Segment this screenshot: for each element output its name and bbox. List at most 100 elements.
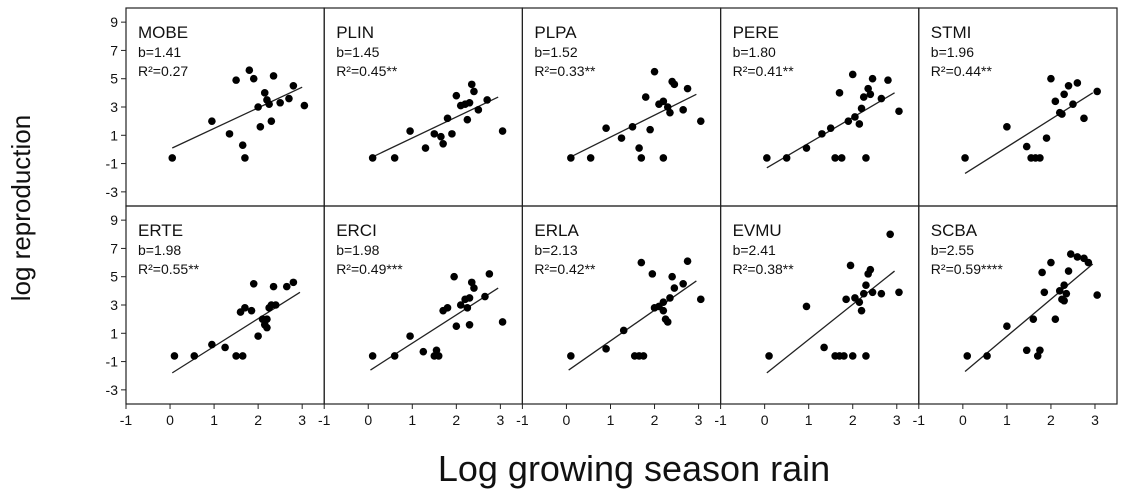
x-tick-label: 2 [1047, 412, 1055, 428]
data-point [668, 272, 676, 281]
data-point [831, 154, 839, 162]
data-point [463, 115, 472, 124]
x-tick-label: 1 [210, 412, 218, 428]
y-tick-label: -1 [106, 354, 119, 370]
data-point [855, 120, 864, 128]
data-point [826, 124, 835, 133]
data-point [820, 343, 828, 352]
data-point [254, 103, 262, 111]
data-point [877, 289, 886, 298]
data-point [406, 332, 414, 340]
data-point [859, 93, 868, 101]
panel-title: ERCI [336, 221, 377, 240]
data-point [208, 117, 216, 125]
data-point [368, 154, 377, 162]
data-point [659, 154, 668, 162]
data-point [1055, 287, 1064, 295]
y-tick-label: -1 [106, 156, 119, 172]
data-point [670, 284, 679, 292]
r2-label: R²=0.45** [336, 63, 398, 79]
panel-plpa: PLPA b=1.52 R²=0.33** [521, 7, 722, 207]
panel-plin: PLIN b=1.45 R²=0.45** [323, 7, 524, 207]
data-point [289, 278, 298, 287]
r2-label: R²=0.41** [733, 63, 795, 79]
data-point [208, 340, 216, 349]
panel-title: EVMU [733, 221, 782, 240]
data-point [437, 132, 445, 141]
x-axis-label: Log growing season rain [438, 448, 830, 489]
x-tick-label: 1 [1003, 412, 1011, 428]
data-point [848, 70, 857, 79]
x-tick-label: 3 [496, 412, 504, 428]
data-point [1003, 322, 1011, 331]
data-point [567, 352, 575, 360]
data-point [170, 352, 179, 360]
data-point [1093, 291, 1101, 299]
data-point [1029, 315, 1038, 323]
x-tick-label: 0 [959, 412, 967, 428]
data-point [247, 306, 256, 315]
x-tick-label: -1 [516, 412, 529, 428]
data-point [567, 154, 575, 162]
x-tick-label: 0 [166, 412, 174, 428]
panel-title: ERLA [534, 221, 579, 240]
y-tick-label: 7 [110, 42, 118, 58]
panel-erci: -1 0 1 2 3 ERCI b=1.98 R²=0.49*** [318, 205, 524, 428]
data-point [857, 306, 866, 315]
data-point [285, 94, 293, 103]
y-tick-label: 9 [110, 14, 118, 30]
data-point [617, 134, 626, 142]
data-point [463, 304, 472, 312]
data-point [1066, 250, 1075, 258]
data-point [635, 144, 643, 152]
data-point [1060, 90, 1068, 99]
panel-frame [918, 205, 1118, 405]
data-point [679, 106, 687, 114]
data-point [238, 352, 247, 360]
data-point [763, 154, 771, 162]
data-point [263, 315, 271, 323]
data-point [1036, 346, 1044, 355]
data-point [452, 91, 461, 100]
data-point [232, 352, 240, 360]
data-point [641, 93, 650, 101]
data-point [249, 74, 258, 83]
r2-label: R²=0.59**** [931, 261, 1004, 277]
x-tick-label: 1 [607, 412, 615, 428]
r2-label: R²=0.42** [534, 261, 596, 277]
x-tick-label: 2 [849, 412, 857, 428]
r2-label: R²=0.44** [931, 63, 993, 79]
x-tick-label: 3 [695, 412, 703, 428]
data-point [1064, 267, 1073, 275]
data-point [1047, 258, 1055, 267]
data-point [837, 154, 846, 162]
data-point [639, 352, 648, 360]
data-point [232, 76, 240, 84]
data-point [465, 98, 474, 107]
y-axis-label: log reproduction [6, 115, 36, 301]
data-point [866, 265, 875, 274]
panel-title: ERTE [138, 221, 183, 240]
data-point [765, 352, 773, 360]
data-point [683, 84, 692, 93]
x-tick-label: 1 [408, 412, 416, 428]
slope-label: b=2.55 [931, 242, 974, 258]
panel-stmi: STMI b=1.96 R²=0.44** [918, 7, 1118, 207]
data-point [663, 318, 672, 326]
panel-title: PERE [733, 23, 779, 42]
y-tick-label: 3 [110, 99, 118, 115]
y-tick-label: 5 [110, 269, 118, 285]
data-point [254, 332, 262, 340]
data-point [271, 301, 280, 309]
y-tick-label: 3 [110, 297, 118, 313]
x-tick-label: 3 [893, 412, 901, 428]
panel-title: MOBE [138, 23, 188, 42]
r2-label: R²=0.55** [138, 261, 200, 277]
data-point [1022, 346, 1031, 355]
data-point [802, 144, 811, 152]
slope-label: b=1.52 [534, 44, 577, 60]
y-tick-label: 1 [110, 127, 118, 143]
y-tick-label: -3 [106, 382, 119, 398]
